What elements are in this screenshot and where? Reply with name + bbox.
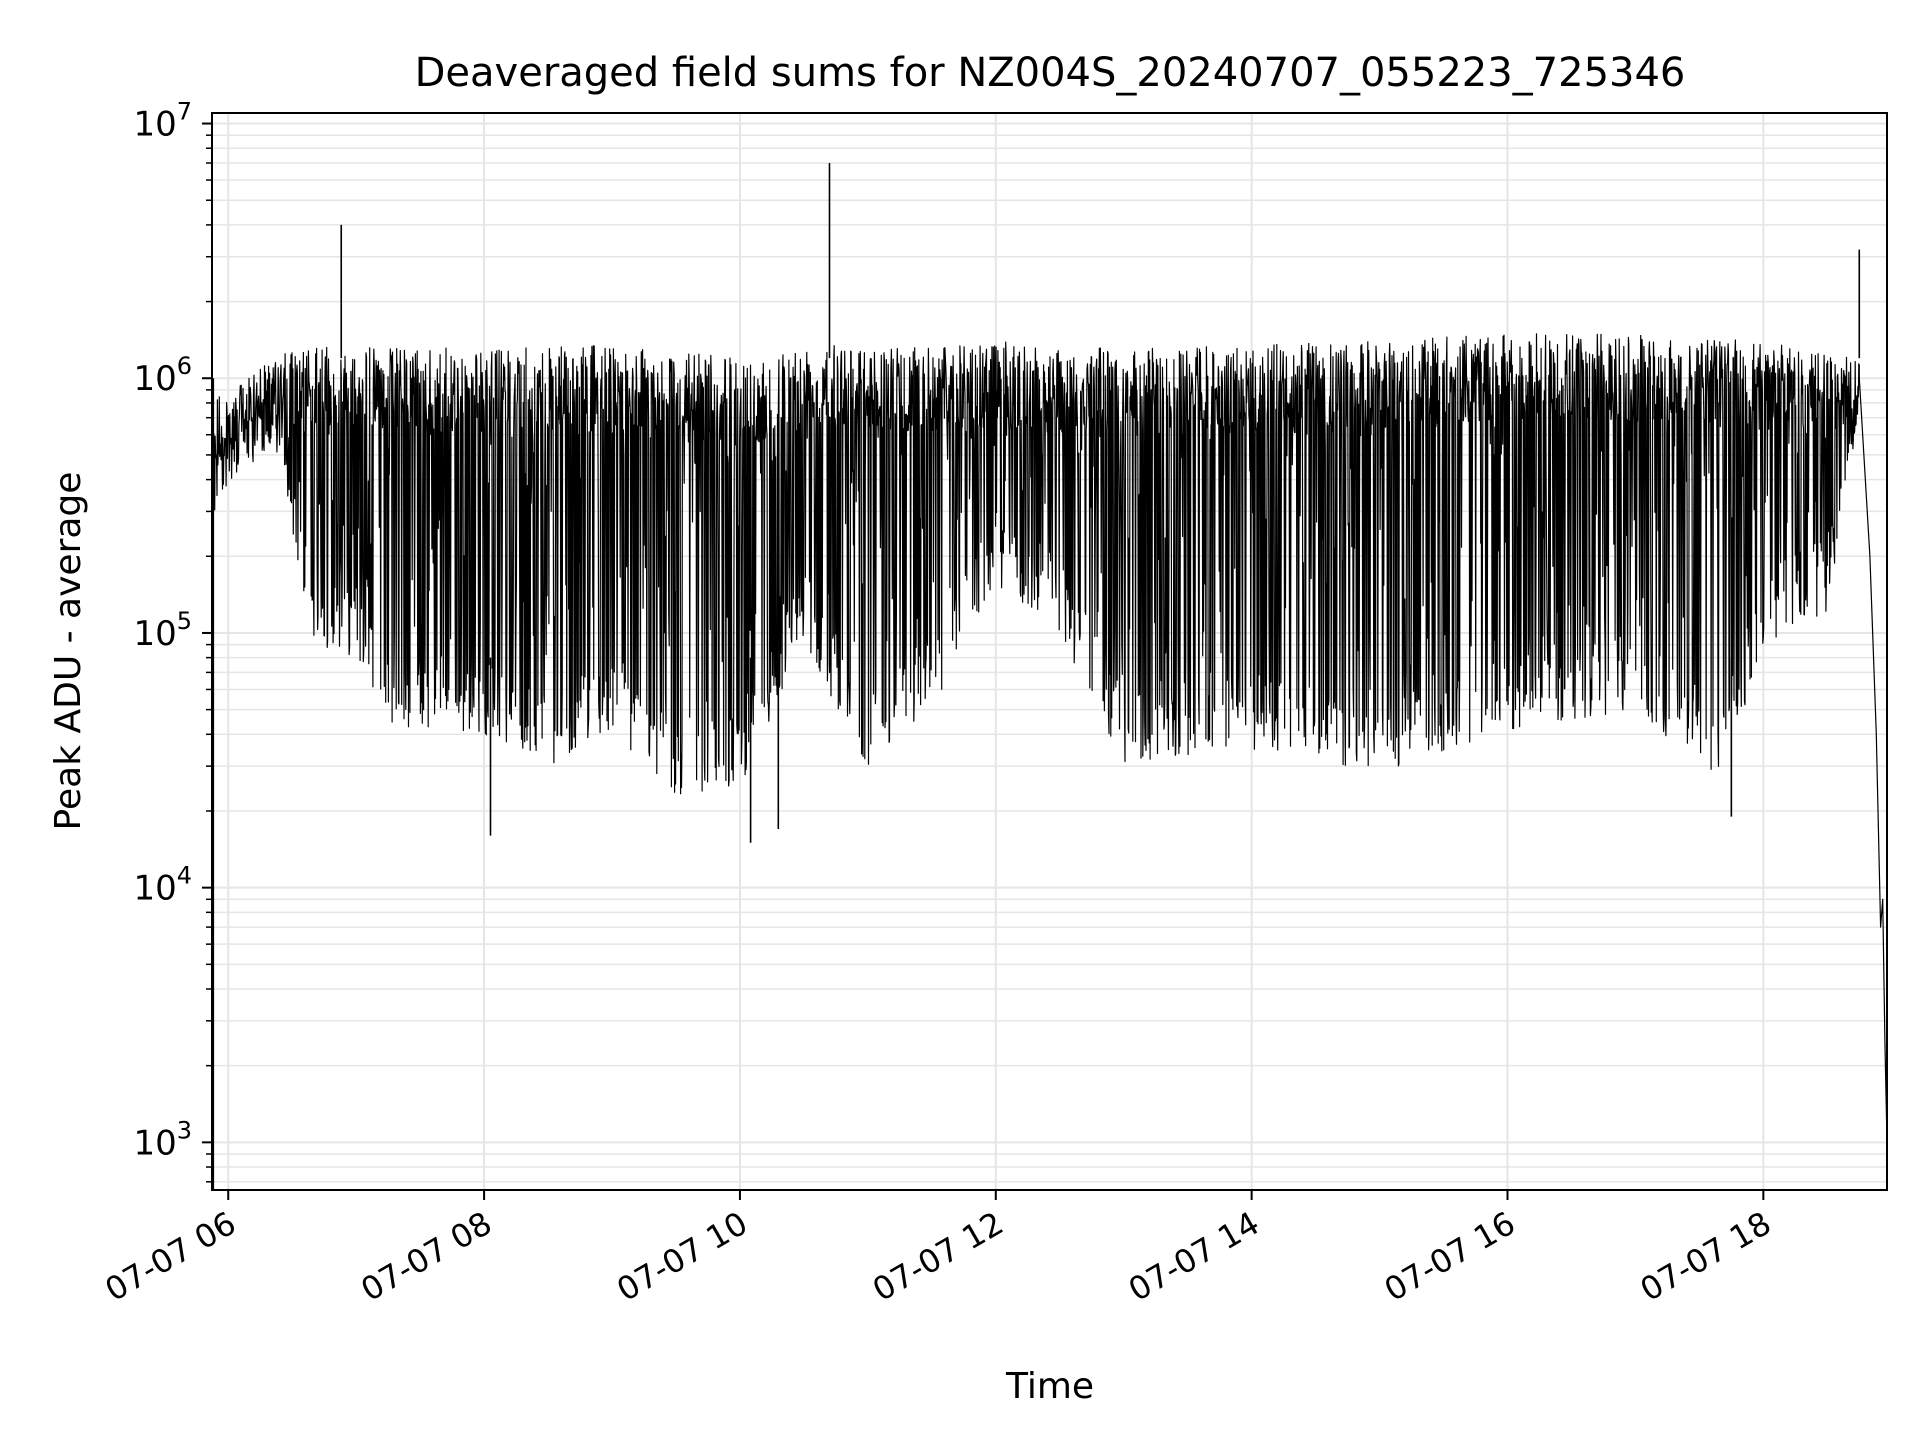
y-tick-label: 105 [133, 607, 192, 654]
y-tick-label: 107 [133, 98, 192, 145]
y-tick-label: 106 [133, 352, 192, 399]
x-axis-label: Time [1005, 1366, 1094, 1407]
chart-title: Deaveraged field sums for NZ004S_2024070… [415, 50, 1686, 96]
axes-frame [211, 112, 1888, 1191]
y-axis-ticks: 103 104 105 106 107 [133, 98, 212, 1183]
y-tick-label: 104 [133, 862, 192, 909]
series-line [212, 333, 1888, 1143]
plot-area [212, 162, 1888, 1190]
y-axis-label: Peak ADU - average [48, 472, 89, 831]
y-tick-label: 103 [133, 1116, 192, 1163]
